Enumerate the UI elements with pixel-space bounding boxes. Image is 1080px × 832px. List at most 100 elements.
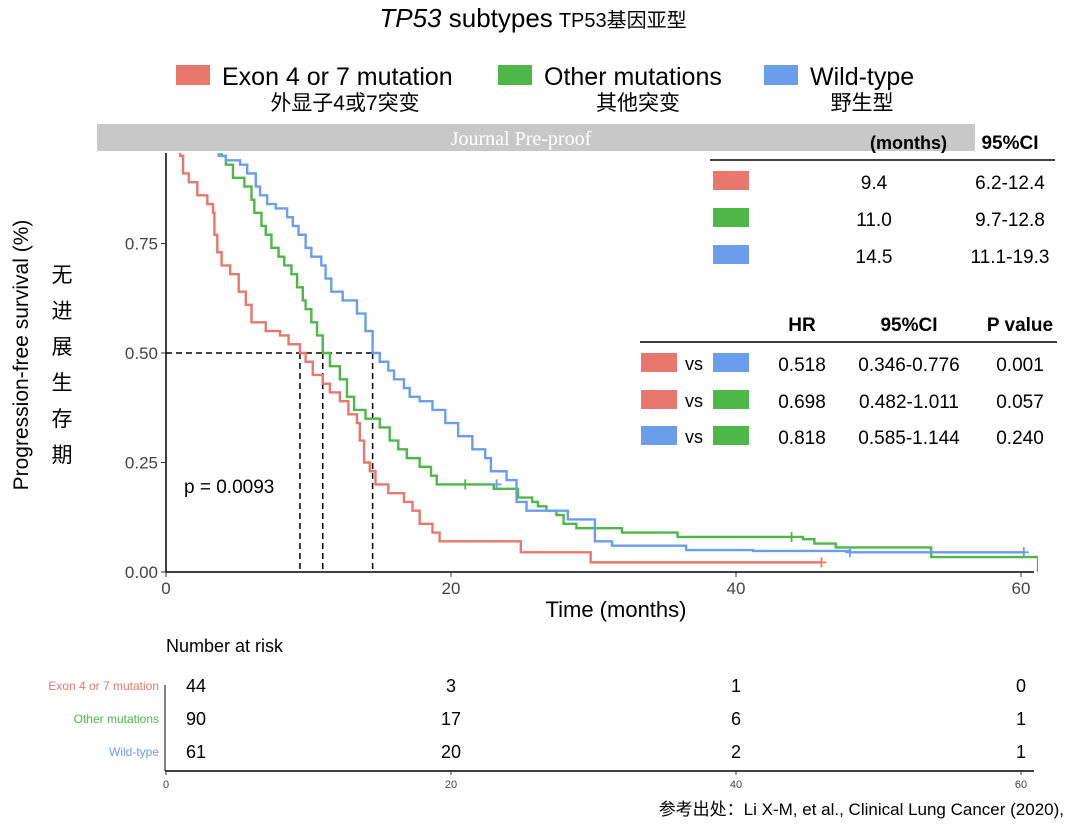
- censor-mark: [491, 479, 502, 490]
- vs-label: vs: [685, 354, 703, 374]
- risk-count: 44: [186, 676, 206, 696]
- x-tick-label: 0: [161, 579, 170, 598]
- watermark-text: Journal Pre-proof: [451, 128, 592, 150]
- risk-count: 6: [731, 709, 741, 729]
- hr-row-swatch-b: [713, 390, 749, 409]
- title-rest: subtypes: [442, 3, 553, 33]
- median-value: 14.5: [856, 247, 893, 268]
- hr-row-swatch-b: [713, 426, 749, 445]
- hr-row-swatch-a: [641, 353, 677, 372]
- risk-count: 0: [1016, 676, 1026, 696]
- legend-label-exon: Exon 4 or 7 mutation: [222, 63, 453, 91]
- risk-x-tick-label: 0: [163, 779, 169, 791]
- x-tick-label: 20: [442, 579, 461, 598]
- p-value-annotation: p = 0.0093: [184, 477, 274, 498]
- median-value: 11.0: [856, 210, 892, 231]
- legend-swatch-exon: [176, 65, 210, 85]
- hr-header-ci: 95%CI: [880, 315, 937, 336]
- risk-count: 1: [1016, 709, 1026, 729]
- legend-label-other: Other mutations: [544, 63, 722, 91]
- hr-header: HR: [788, 315, 816, 336]
- watermark-banner: [97, 124, 975, 151]
- median-ci: 11.1-19.3: [971, 247, 1050, 268]
- y-label-cn-char: 进: [52, 300, 73, 323]
- legend-label-wild-cn: 野生型: [831, 92, 894, 115]
- risk-x-tick-label: 60: [1015, 779, 1027, 791]
- risk-count: 90: [186, 709, 206, 729]
- y-label-cn-char: 存: [52, 408, 73, 431]
- risk-table: Number at risk Exon 4 or 7 mutation Othe…: [48, 636, 1034, 791]
- hr-p: 0.057: [996, 392, 1044, 413]
- risk-counts: 44 3 1 090 17 6 161 20 2 1: [186, 676, 1026, 762]
- survival-curve: [179, 153, 822, 564]
- median-row-swatch: [713, 245, 749, 264]
- hr-ci: 0.346-0.776: [858, 355, 959, 376]
- censor-mark: [1018, 547, 1029, 558]
- risk-x-tick-label: 20: [445, 779, 457, 791]
- risk-group-label: Wild-type: [109, 745, 159, 759]
- risk-count: 1: [1016, 742, 1026, 762]
- risk-group-label: Exon 4 or 7 mutation: [48, 679, 159, 693]
- y-tick-label: 0.25: [125, 454, 158, 473]
- risk-count: 2: [731, 742, 741, 762]
- survival-curve: [217, 153, 1024, 554]
- hr-row-swatch-a: [641, 426, 677, 445]
- vs-label: vs: [685, 391, 703, 411]
- hr-p: 0.001: [996, 355, 1044, 376]
- risk-count: 17: [441, 709, 461, 729]
- risk-count: 3: [446, 676, 456, 696]
- median-ci: 6.2-12.4: [975, 173, 1045, 194]
- hr-header-p: P value: [987, 315, 1053, 336]
- y-axis-label-cn: 无 进 展 生 存 期: [52, 264, 73, 467]
- hr-row-swatch-b: [713, 353, 749, 372]
- survival-curve: [220, 153, 1038, 572]
- x-tick-label: 40: [727, 579, 746, 598]
- chart-title: TP53 subtypes TP53基因亚型: [379, 3, 686, 33]
- median-header-ci: 95%CI: [981, 133, 1038, 154]
- hr-table: HR 95%CI P value vs 0.518 0.346-0.776 0.…: [640, 315, 1057, 449]
- hr-value: 0.518: [778, 355, 826, 376]
- y-axis-label: Progression-free survival (%): [10, 220, 33, 491]
- censor-mark: [460, 479, 471, 490]
- risk-table-title: Number at risk: [166, 636, 284, 656]
- median-row-swatch: [713, 208, 749, 227]
- y-label-cn-char: 期: [52, 444, 73, 467]
- censor-mark: [845, 547, 855, 558]
- median-value: 9.4: [861, 173, 888, 194]
- y-tick-label: 0.50: [125, 344, 158, 363]
- y-label-cn-char: 生: [52, 372, 73, 395]
- y-label-cn-char: 无: [52, 264, 73, 287]
- plot-area: 0.00 0.25 0.50 0.75 0 20 40 60: [125, 153, 1038, 598]
- median-table: (months) 95%CI 9.4 6.2-12.4 11.0 9.7-12.…: [710, 133, 1055, 268]
- legend: Exon 4 or 7 mutation 外显子4或7突变 Other muta…: [176, 63, 914, 115]
- censor-mark: [786, 531, 797, 542]
- y-label-cn-char: 展: [52, 336, 73, 359]
- hr-value: 0.818: [778, 428, 826, 449]
- median-row-swatch: [713, 171, 749, 190]
- risk-x-ticks: 0 20 40 60: [163, 771, 1027, 791]
- risk-count: 61: [186, 742, 206, 762]
- vs-label: vs: [685, 427, 703, 447]
- censor-mark: [816, 557, 827, 568]
- legend-label-other-cn: 其他突变: [596, 92, 680, 115]
- legend-swatch-other: [498, 65, 532, 85]
- median-ci: 9.7-12.8: [975, 210, 1045, 231]
- hr-row-swatch-a: [641, 390, 677, 409]
- legend-label-exon-cn: 外显子4或7突变: [270, 92, 419, 115]
- hr-p: 0.240: [996, 428, 1044, 449]
- hr-value: 0.698: [778, 392, 826, 413]
- x-axis-label: Time (months): [546, 597, 687, 622]
- y-tick-label: 0.00: [125, 563, 158, 582]
- risk-x-tick-label: 40: [730, 779, 742, 791]
- risk-count: 1: [731, 676, 741, 696]
- legend-swatch-wild: [764, 65, 798, 85]
- median-header-partial: (months): [870, 133, 947, 153]
- hr-ci: 0.585-1.144: [858, 428, 960, 449]
- y-tick-label: 0.75: [125, 235, 158, 254]
- legend-label-wild: Wild-type: [810, 63, 914, 91]
- hr-ci: 0.482-1.011: [859, 392, 959, 413]
- title-italic: TP53: [379, 3, 442, 33]
- source-citation: 参考出处：Li X-M, et al., Clinical Lung Cance…: [659, 800, 1064, 819]
- x-tick-label: 60: [1012, 579, 1031, 598]
